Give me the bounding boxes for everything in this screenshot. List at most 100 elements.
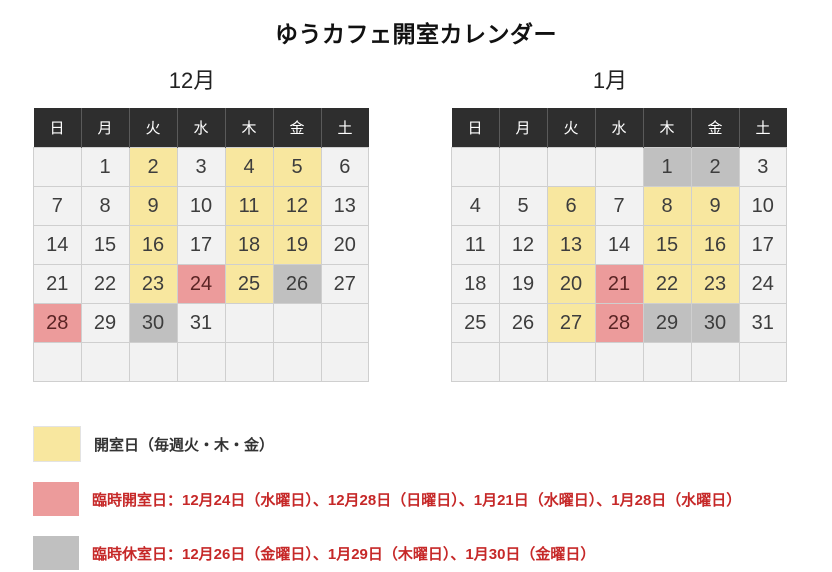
weekday-header: 月 [80, 108, 129, 148]
calendar-day-cell: 29 [80, 303, 130, 343]
calendar-day-cell: 10 [738, 186, 787, 226]
weekday-header: 日 [451, 108, 499, 148]
calendar-day-cell: 11 [224, 186, 274, 226]
calendar-day-cell [80, 342, 130, 382]
calendar-day-cell: 4 [451, 186, 500, 226]
calendar-day-cell: 28 [594, 303, 644, 343]
calendar-day-cell: 26 [498, 303, 548, 343]
calendar-day-cell: 13 [320, 186, 369, 226]
calendar-january: 1月 日月火水木金土 1 2 3 4 5 6 7 8 9 10 11 12 13 14 15 16 17 18 19… [451, 63, 787, 382]
calendar-week-row: 4 5 6 7 8 9 10 [451, 186, 787, 226]
calendar-day-cell: 16 [128, 225, 178, 265]
calendar-day-cell [498, 342, 548, 382]
calendar-day-cell: 3 [738, 147, 787, 187]
calendar-week-row: 28 29 30 31 [33, 303, 369, 343]
calendar-week-row: 21 22 23 24 25 26 27 [33, 264, 369, 304]
calendar-day-cell [451, 342, 500, 382]
calendar-day-cell [594, 342, 644, 382]
calendar-day-cell [738, 342, 787, 382]
weekday-header: 月 [498, 108, 547, 148]
calendar-day-cell: 20 [546, 264, 596, 304]
weekday-header-row: 日月火水木金土 [451, 108, 787, 148]
weekday-header: 火 [128, 108, 177, 148]
calendar-week-row: 25 26 27 28 29 30 31 [451, 303, 787, 343]
calendar-day-cell: 15 [642, 225, 692, 265]
calendar-body: 1 2 3 4 5 6 7 8 9 10 11 12 13 14 15 16 17 18 19 20 21 22 23 24 2… [33, 147, 369, 382]
calendar-day-cell [546, 147, 596, 187]
calendar-day-cell: 17 [176, 225, 226, 265]
calendar-day-cell: 8 [642, 186, 692, 226]
month-label-january: 1月 [592, 68, 628, 93]
calendar-day-cell: 31 [738, 303, 787, 343]
calendar-day-cell [320, 342, 369, 382]
calendar-day-cell: 19 [498, 264, 548, 304]
calendar-day-cell: 2 [128, 147, 178, 187]
calendar-day-cell [33, 147, 82, 187]
calendar-day-cell: 11 [451, 225, 500, 265]
calendar-table-january: 日月火水木金土 1 2 3 4 5 6 7 8 9 10 11 12 13 14 15 16 17 18 19 20 2… [451, 108, 787, 382]
calendar-day-cell [33, 342, 82, 382]
weekday-header-row: 日月火水木金土 [33, 108, 369, 148]
calendar-day-cell: 6 [546, 186, 596, 226]
calendar-day-cell [176, 342, 226, 382]
calendar-day-cell: 1 [642, 147, 692, 187]
calendar-day-cell [224, 303, 274, 343]
calendar-day-cell: 13 [546, 225, 596, 265]
calendar-day-cell: 20 [320, 225, 369, 265]
calendar-day-cell: 2 [690, 147, 740, 187]
calendar-day-cell: 31 [176, 303, 226, 343]
calendar-day-cell: 12 [498, 225, 548, 265]
calendar-day-cell [451, 147, 500, 187]
calendar-day-cell: 24 [176, 264, 226, 304]
calendar-day-cell [690, 342, 740, 382]
calendar-day-cell: 7 [594, 186, 644, 226]
calendar-week-row [33, 342, 369, 382]
calendar-day-cell: 18 [224, 225, 274, 265]
calendar-day-cell: 5 [498, 186, 548, 226]
calendar-day-cell: 22 [80, 264, 130, 304]
weekday-header: 水 [594, 108, 643, 148]
calendar-week-row: 14 15 16 17 18 19 20 [33, 225, 369, 265]
calendar-day-cell: 21 [594, 264, 644, 304]
calendar-day-cell [498, 147, 548, 187]
calendar-day-cell: 14 [594, 225, 644, 265]
calendar-day-cell [128, 342, 178, 382]
calendar-day-cell: 30 [128, 303, 178, 343]
calendar-day-cell: 22 [642, 264, 692, 304]
calendar-day-cell [642, 342, 692, 382]
calendar-day-cell: 26 [272, 264, 322, 304]
calendar-day-cell: 10 [176, 186, 226, 226]
weekday-header: 日 [33, 108, 81, 148]
closed-day-swatch [33, 536, 79, 570]
weekday-header: 土 [738, 108, 787, 148]
calendar-day-cell: 9 [128, 186, 178, 226]
weekday-header: 金 [272, 108, 321, 148]
weekday-header: 火 [546, 108, 595, 148]
calendar-day-cell: 16 [690, 225, 740, 265]
calendar-day-cell [224, 342, 274, 382]
legend-item-open-day: 開室日（毎週火・木・金） [33, 426, 832, 462]
calendar-day-cell: 18 [451, 264, 500, 304]
calendar-day-cell: 25 [224, 264, 274, 304]
weekday-header: 金 [690, 108, 739, 148]
calendar-day-cell: 17 [738, 225, 787, 265]
calendar-day-cell: 21 [33, 264, 82, 304]
legend-item-special-open-day: 臨時開室日：12月24日（水曜日）、12月28日（日曜日）、1月21日（水曜日）… [33, 482, 832, 516]
calendar-day-cell: 30 [690, 303, 740, 343]
legend: 開室日（毎週火・木・金） 臨時開室日：12月24日（水曜日）、12月28日（日曜… [33, 426, 832, 570]
calendar-day-cell [272, 303, 322, 343]
calendar-day-cell [594, 147, 644, 187]
calendar-day-cell [320, 303, 369, 343]
special-open-day-swatch [33, 482, 79, 516]
calendar-day-cell: 25 [451, 303, 500, 343]
calendar-week-row: 7 8 9 10 11 12 13 [33, 186, 369, 226]
calendar-day-cell: 28 [33, 303, 82, 343]
calendar-day-cell: 29 [642, 303, 692, 343]
open-day-swatch [33, 426, 81, 462]
calendar-week-row: 18 19 20 21 22 23 24 [451, 264, 787, 304]
calendar-day-cell: 14 [33, 225, 82, 265]
closed-day-legend-label: 臨時休室日：12月26日（金曜日）、1月29日（木曜日）、1月30日（金曜日） [92, 545, 596, 563]
